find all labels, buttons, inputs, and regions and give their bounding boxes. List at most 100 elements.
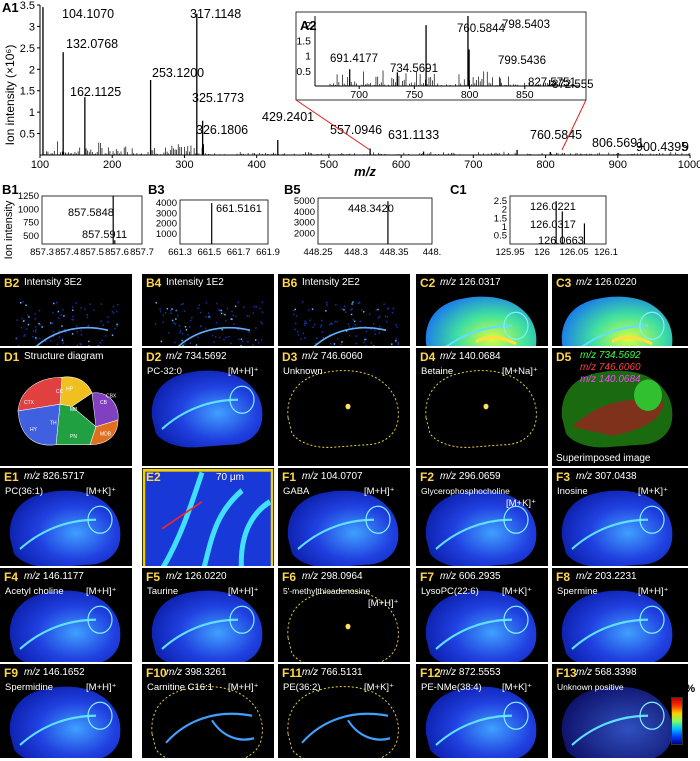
panel-id-label: F8 <box>556 570 571 584</box>
ms-pixel <box>75 302 77 304</box>
ms-pixel <box>22 301 24 303</box>
panel-f4: F4 m/z 146.1177 Acetyl choline [M+H]⁺ <box>0 568 132 662</box>
a1-x-tick-label: 1000 <box>678 159 700 171</box>
panel-mz-value: 766.5131 <box>320 667 363 678</box>
ms-pixel <box>300 338 302 340</box>
small-y-tick-label: 5000 <box>294 196 315 207</box>
panel-f5: F5 m/z 126.0220 Taurine [M+H]⁺ <box>142 568 274 662</box>
panel-id-label: F13 <box>556 666 577 680</box>
panel-compound: Spermidine <box>5 682 54 693</box>
ms-pixel <box>320 324 323 326</box>
small-x-tick-label: 126 <box>534 247 550 258</box>
panel-d4-image <box>425 370 537 448</box>
ms-pixel <box>17 344 20 346</box>
ms-pixel <box>304 320 306 323</box>
ms-pixel <box>240 345 242 346</box>
ms-pixel <box>373 329 376 332</box>
ms-pixel <box>35 336 37 339</box>
panel-mz-value: 826.5717 <box>42 471 85 482</box>
ms-pixel <box>100 303 103 305</box>
panel-adduct: [M+K]⁺ <box>506 498 537 509</box>
small-y-tick-label: 3000 <box>156 208 177 219</box>
zoom-line-right <box>561 99 587 151</box>
small-spectrum-frame <box>317 197 433 245</box>
ms-pixel <box>392 307 394 310</box>
ms-pixel <box>171 308 173 310</box>
ms-pixel <box>397 343 400 346</box>
a1-axes: 100 200 300 400 500 600 700 800 900 1000 0.5 1 1.5 2 2… <box>20 0 700 171</box>
tissue-heatmap <box>9 686 121 758</box>
tissue-outline <box>425 370 537 448</box>
ms-pixel <box>344 305 346 308</box>
panel-title: Intensity 2E2 <box>302 277 360 288</box>
panel-b2: B2 Intensity 3E2 <box>0 274 132 346</box>
ms-pixel <box>57 310 60 313</box>
small-x-tick-label: 857.7 <box>130 247 154 258</box>
ms-pixel <box>52 330 55 333</box>
panel-id-label: C2 <box>420 276 436 290</box>
tissue-feature <box>35 326 109 346</box>
ms-pixel <box>326 301 328 304</box>
ms-pixel <box>322 336 325 339</box>
ms-pixel <box>180 303 183 306</box>
ms-pixel <box>63 315 65 317</box>
small-peak-label: 448.3420 <box>348 203 394 215</box>
a2-x-tick-label: 700 <box>350 89 368 101</box>
a1-y-tick-label: 2 <box>29 64 35 76</box>
ms-pixel <box>162 321 164 323</box>
ms-pixel <box>199 311 202 314</box>
ms-pixel <box>154 323 157 325</box>
tissue-feature <box>435 714 513 746</box>
small-peak-label: 126.0317 <box>530 219 576 231</box>
panel-f8-image <box>561 590 673 662</box>
panel-mz-value: 146.1177 <box>42 571 84 582</box>
a2-peak-label: 760.5844 <box>457 23 506 35</box>
ms-pixel <box>248 315 251 317</box>
cerebellum-feature <box>503 701 529 730</box>
ms-pixel <box>226 307 229 310</box>
colorbar: 100% 0% <box>667 683 699 761</box>
ms-pixel <box>34 326 37 328</box>
ms-pixel <box>72 319 74 321</box>
ms-pixel <box>182 303 184 305</box>
tissue-feature <box>161 618 239 650</box>
a1-x-tick-label: 300 <box>175 159 193 171</box>
ms-pixel <box>181 339 183 342</box>
ms-pixel <box>205 301 208 304</box>
tissue-feature <box>19 518 97 550</box>
panel-f10-image <box>151 686 263 758</box>
panel-mz-value: 734.5692 <box>184 351 227 362</box>
panel-compound: Unknown positive <box>557 682 624 692</box>
ms-pixel <box>225 336 227 339</box>
ms-pixel <box>197 307 199 310</box>
ms-pixel <box>348 325 351 328</box>
small-x-tick-label: 448.3 <box>344 247 368 258</box>
panel-adduct: [M+H]⁺ <box>86 682 117 693</box>
tissue-feature <box>19 618 97 650</box>
panel-f3: F3 m/z 307.0438 Inosine [M+K]⁺ <box>552 468 688 566</box>
ms-pixel <box>208 312 210 315</box>
overlay-legend-item: m/z 734.5692 <box>580 350 641 361</box>
panel-compound: PC(36:1) <box>5 486 44 497</box>
a1-peak-label: 162.1125 <box>70 85 121 99</box>
a1-y-tick-label: 3 <box>29 21 35 33</box>
a1-peak-label: 326.1806 <box>196 123 248 137</box>
structure-region-label: CBX <box>106 393 117 399</box>
a1-peak-label: 9 <box>682 140 689 154</box>
ms-pixel <box>35 328 37 331</box>
ms-pixel <box>336 338 339 340</box>
ms-pixel <box>213 341 215 343</box>
ms-pixel <box>238 338 240 341</box>
panel-title: m/z 126.0220 <box>576 277 637 288</box>
tissue-outline <box>287 370 399 448</box>
a2-peak-label: 734.5691 <box>390 63 438 75</box>
ms-pixel <box>385 320 388 323</box>
ms-pixel <box>330 342 332 345</box>
a1-y-tick-label: 1.5 <box>20 86 35 98</box>
small-peak-label: 857.5848 <box>68 207 114 219</box>
ms-pixel <box>168 332 170 334</box>
panel-id-label: D5 <box>556 350 572 364</box>
ms-pixel <box>71 306 74 308</box>
panel-f6: F6 m/z 298.0964 5'-methylthioadenosine [M+H… <box>278 568 410 662</box>
small-y-tick-label: 2 <box>502 205 507 216</box>
